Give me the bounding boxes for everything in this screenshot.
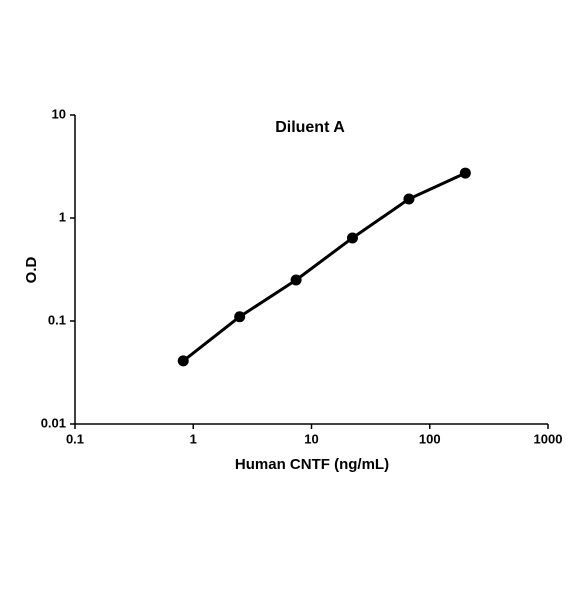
- y-tick-label: 0.1: [48, 312, 66, 327]
- data-point: [403, 193, 415, 205]
- data-line: [182, 171, 466, 363]
- data-point: [290, 274, 302, 286]
- chart-title: Diluent A: [275, 119, 345, 136]
- y-axis-label: O.D: [23, 257, 40, 284]
- data-point: [459, 167, 471, 179]
- y-tick-label: 1: [59, 209, 66, 224]
- data-point: [177, 355, 189, 367]
- x-tick-label: 10: [304, 431, 318, 446]
- y-tick-label: 10: [52, 106, 66, 121]
- data-point: [234, 311, 246, 323]
- x-axis-label: Human CNTF (ng/mL): [235, 456, 389, 473]
- x-tick-label: 0.1: [66, 431, 84, 446]
- y-tick-label: 0.01: [41, 415, 66, 430]
- data-point: [346, 232, 358, 244]
- x-tick-label: 1000: [534, 431, 563, 446]
- x-tick-label: 100: [419, 431, 441, 446]
- x-tick-label: 1: [190, 431, 197, 446]
